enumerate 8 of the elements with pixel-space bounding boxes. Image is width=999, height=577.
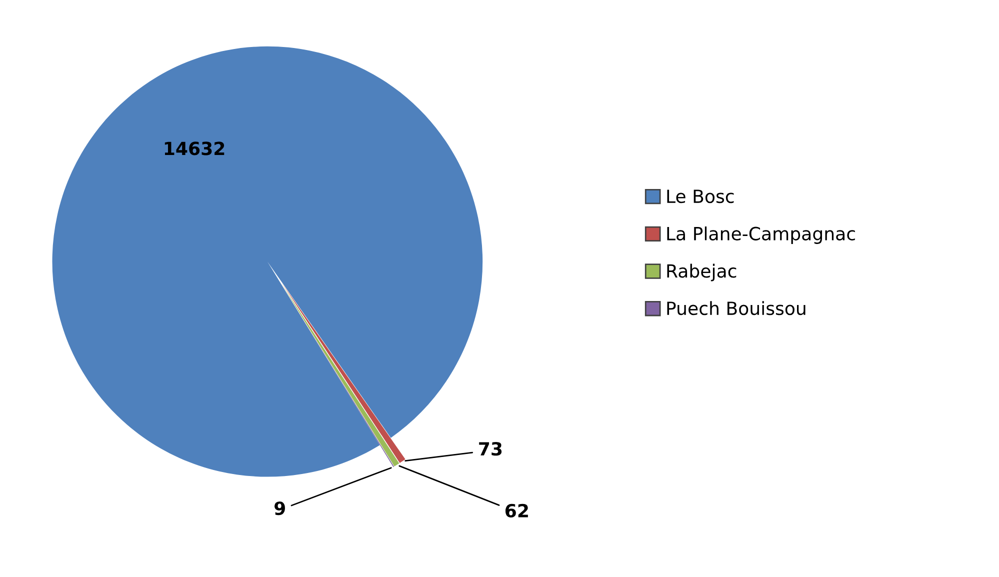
data-label: 62 bbox=[505, 504, 528, 518]
legend-label: Puech Bouissou bbox=[667, 301, 806, 316]
legend-label: Le Bosc bbox=[667, 190, 734, 204]
data-label: 14632 bbox=[164, 142, 224, 156]
data-label: 9 bbox=[274, 501, 285, 516]
data-label: 73 bbox=[479, 442, 502, 456]
legend-label: La Plane-Campagnac bbox=[667, 226, 855, 244]
legend-label: Rabejac bbox=[667, 264, 736, 282]
